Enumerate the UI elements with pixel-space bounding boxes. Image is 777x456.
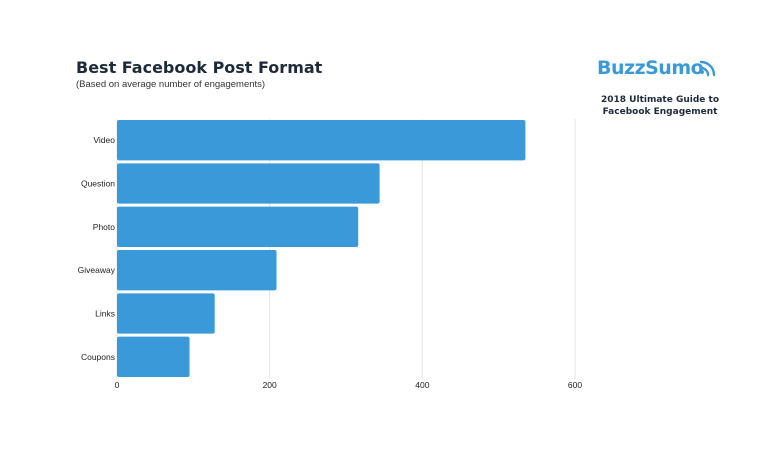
brand-name: BuzzSumo [597, 57, 704, 79]
chart-title: Best Facebook Post Format [76, 58, 323, 77]
bar-links [117, 293, 215, 334]
bar-giveaway [117, 250, 277, 291]
guide-caption: 2018 Ultimate Guide to Facebook Engageme… [596, 94, 724, 118]
x-tick-label: 200 [263, 380, 277, 390]
wifi-signal-icon [699, 60, 716, 77]
x-tick-labels: 0 200 400 600 [115, 380, 583, 390]
x-tick-label: 400 [415, 380, 429, 390]
category-label: Coupons [81, 352, 115, 362]
category-label: Video [93, 135, 115, 145]
buzzsumo-logo: BuzzSumo [597, 57, 727, 85]
bar-question [117, 163, 380, 204]
x-tick-label: 600 [568, 380, 582, 390]
category-label: Question [81, 179, 115, 189]
bars [117, 120, 526, 377]
category-label: Giveaway [78, 265, 116, 275]
guide-line-2: Facebook Engagement [602, 107, 718, 117]
category-label: Links [95, 309, 115, 319]
guide-line-1: 2018 Ultimate Guide to [601, 95, 719, 105]
grid-lines [116, 119, 576, 379]
category-label: Photo [93, 222, 115, 232]
category-labels: Video Question Photo Giveaway Links Coupons [78, 135, 116, 362]
x-tick-label: 0 [115, 380, 120, 390]
bar-coupons [117, 336, 190, 377]
bar-photo [117, 206, 359, 247]
bar-video [117, 120, 526, 161]
chart-subtitle: (Based on average number of engagements) [76, 79, 266, 90]
